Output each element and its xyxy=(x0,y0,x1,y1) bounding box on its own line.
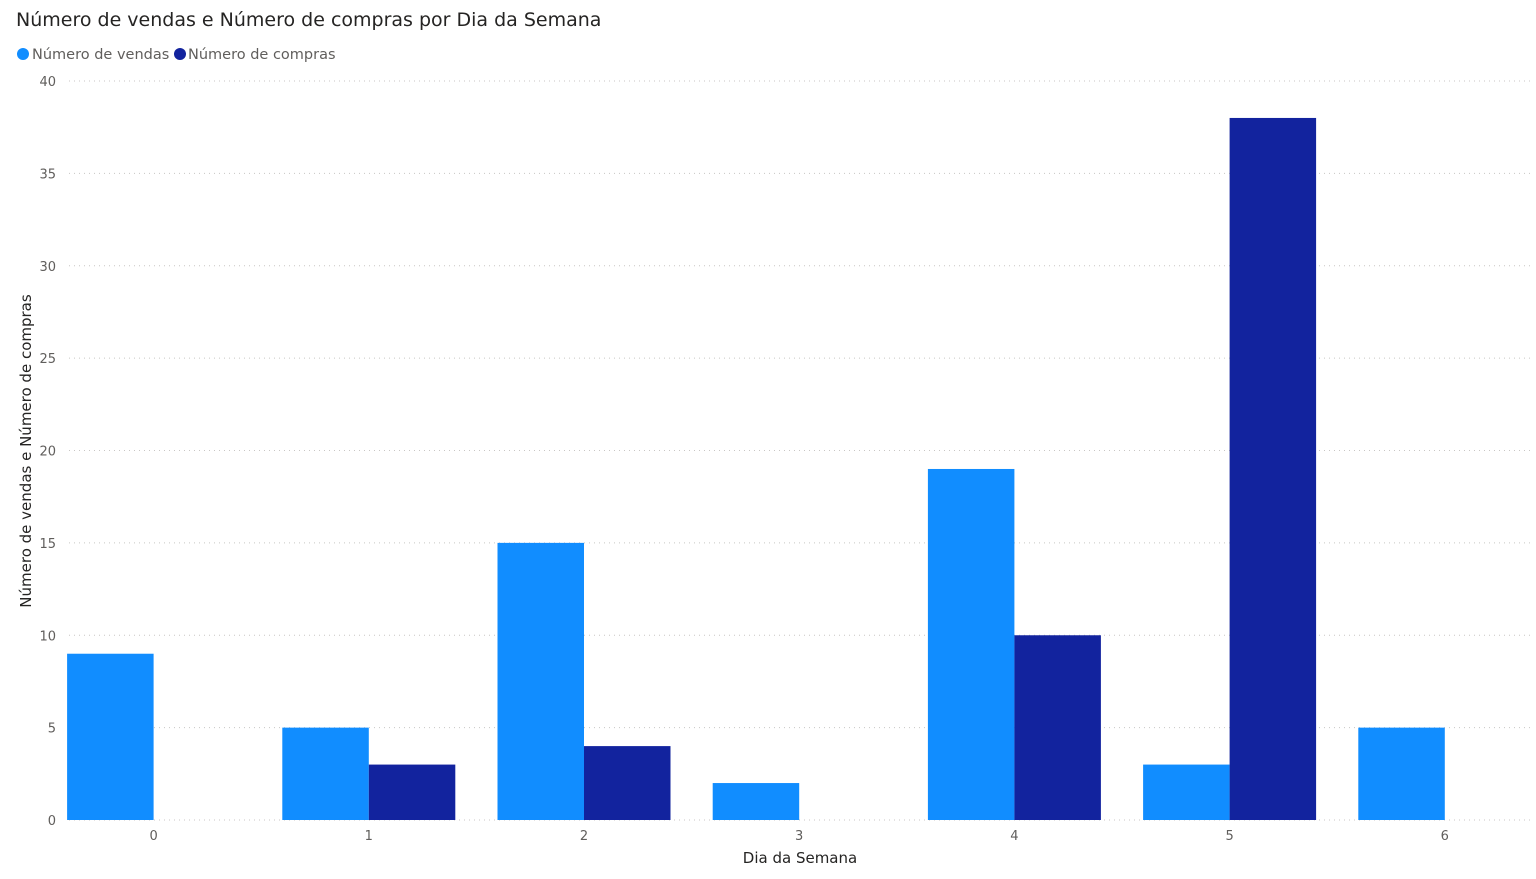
legend-marker-compras xyxy=(174,48,186,60)
legend: Número de vendas Número de compras xyxy=(17,47,336,63)
y-tick-label: 30 xyxy=(39,260,56,275)
bar-compras-4[interactable] xyxy=(1014,635,1101,820)
x-axis-ticks: 0 1 2 3 4 5 6 xyxy=(149,829,1448,844)
bar-compras-2[interactable] xyxy=(584,746,671,820)
y-tick-label: 15 xyxy=(39,537,56,552)
y-axis-title: Número de vendas e Número de compras xyxy=(17,294,35,608)
legend-marker-vendas xyxy=(17,48,29,60)
y-tick-label: 10 xyxy=(39,629,56,644)
x-tick-label: 0 xyxy=(149,829,157,844)
x-tick-label: 6 xyxy=(1441,829,1449,844)
bar-vendas-6[interactable] xyxy=(1358,727,1445,820)
y-tick-label: 25 xyxy=(39,352,56,367)
plot-area xyxy=(67,117,1445,820)
bar-compras-5[interactable] xyxy=(1229,117,1317,820)
bar-vendas-1[interactable] xyxy=(282,727,369,820)
x-tick-label: 5 xyxy=(1225,829,1233,844)
bar-compras-1[interactable] xyxy=(368,764,456,820)
y-tick-label: 40 xyxy=(39,75,56,90)
y-axis-ticks: 0 5 10 15 20 25 30 35 40 xyxy=(39,75,56,829)
gridlines xyxy=(69,80,1530,821)
legend-label-vendas[interactable]: Número de vendas xyxy=(32,47,169,63)
x-axis-title: Dia da Semana xyxy=(743,849,857,867)
y-tick-label: 20 xyxy=(39,445,56,460)
y-tick-label: 5 xyxy=(48,722,56,737)
bar-vendas-2[interactable] xyxy=(497,542,585,820)
bar-vendas-5[interactable] xyxy=(1143,764,1230,820)
x-tick-label: 1 xyxy=(365,829,373,844)
chart-title: Número de vendas e Número de compras por… xyxy=(16,9,601,31)
x-tick-label: 2 xyxy=(580,829,588,844)
bar-vendas-0[interactable] xyxy=(67,653,154,820)
legend-label-compras[interactable]: Número de compras xyxy=(188,47,336,63)
x-tick-label: 3 xyxy=(795,829,803,844)
bar-vendas-4[interactable] xyxy=(927,468,1015,820)
y-tick-label: 0 xyxy=(48,814,56,829)
x-tick-label: 4 xyxy=(1010,829,1018,844)
y-tick-label: 35 xyxy=(39,167,56,182)
bar-vendas-3[interactable] xyxy=(712,783,800,820)
